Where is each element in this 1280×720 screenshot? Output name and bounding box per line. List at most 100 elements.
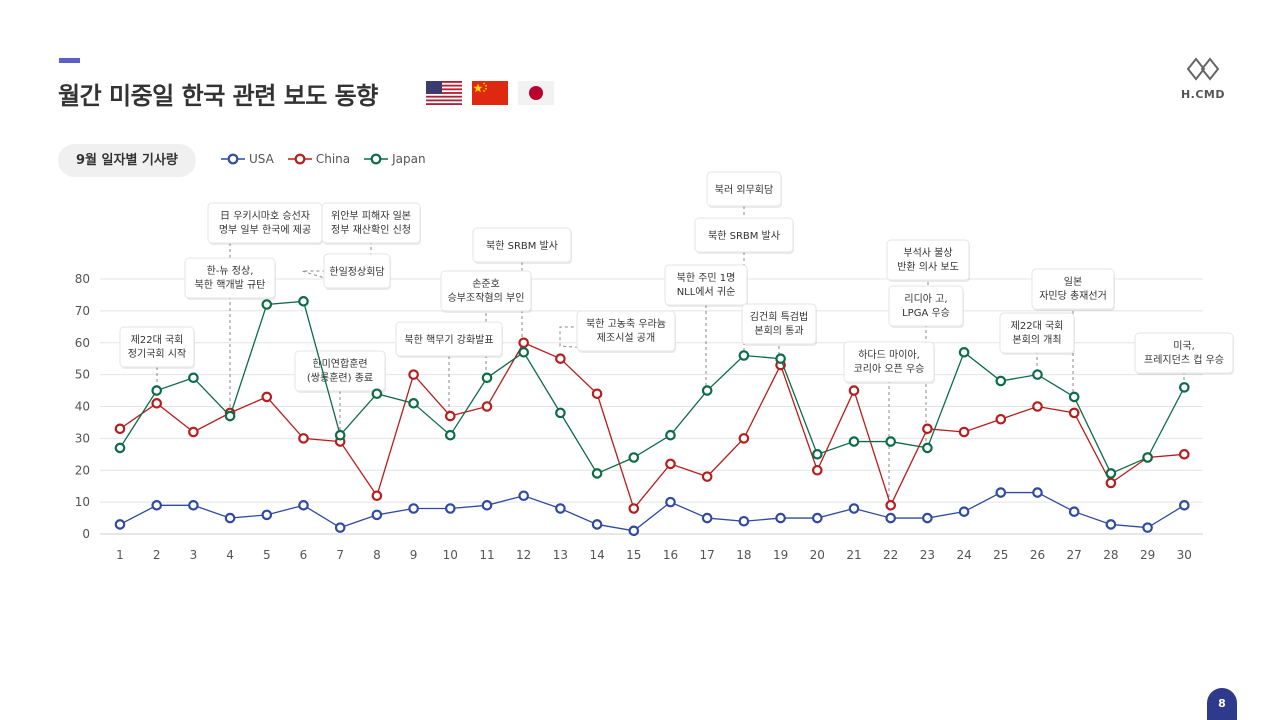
x-tick-label: 17: [700, 548, 715, 562]
annotation-text: 미국,: [1173, 340, 1195, 352]
y-tick-label: 20: [75, 463, 90, 477]
logo-text: H.CMD: [1180, 88, 1226, 101]
data-point-usa: [481, 500, 493, 511]
data-point-japan: [1068, 391, 1080, 403]
data-point-japan: [518, 347, 529, 358]
x-tick-label: 28: [1103, 548, 1118, 562]
annotation-text: NLL에서 귀순: [677, 286, 736, 298]
data-point-japan: [298, 296, 309, 307]
data-point-china: [518, 337, 529, 349]
series-line-china: [119, 341, 1185, 510]
annotation-text: 북러 외무회담: [715, 184, 773, 196]
data-point-usa: [665, 496, 676, 508]
y-tick-label: 60: [75, 336, 90, 350]
annotation-text: 코리아 오픈 우승: [854, 363, 925, 375]
data-point-china: [481, 401, 493, 412]
data-point-china: [1179, 449, 1190, 460]
x-tick-label: 18: [736, 548, 751, 562]
data-point-japan: [848, 436, 860, 447]
data-point-china: [591, 388, 603, 400]
data-point-china: [922, 423, 933, 435]
data-point-china: [811, 464, 823, 476]
annotation-box: [694, 217, 794, 253]
x-tick-label: 30: [1177, 548, 1192, 562]
data-point-china: [261, 391, 273, 403]
annotation-box: [440, 270, 532, 312]
data-point-china: [848, 385, 860, 396]
legend-marker-japan: [364, 153, 389, 165]
annotation-leader-line: [559, 326, 627, 352]
data-point-china: [188, 426, 199, 438]
x-tick-label: 14: [589, 548, 604, 562]
y-tick-label: 80: [75, 272, 90, 286]
annotation-box: [843, 341, 935, 383]
annotation-text: 한일정상회담: [329, 266, 384, 278]
data-point-japan: [188, 372, 199, 384]
annotation-box: [323, 253, 391, 289]
annotation-callout: 한-뉴 정상, 북한 핵개발 규탄: [184, 257, 276, 300]
annotation-callout: 한일정상회담: [323, 253, 391, 290]
data-point-japan: [444, 429, 456, 441]
annotation-callout: 한미연합훈련(쌍룡훈련) 종료: [294, 350, 386, 393]
x-tick-label: 3: [190, 548, 198, 562]
annotation-callout: 북한 주민 1명 NLL에서 귀순: [664, 264, 748, 307]
data-point-china: [1068, 407, 1080, 419]
data-point-china: [408, 369, 419, 380]
data-point-japan: [481, 372, 493, 384]
data-point-japan: [922, 442, 933, 454]
annotation-callout: 리디아 고, LPGA 우승: [888, 285, 964, 328]
data-point-china: [298, 433, 309, 444]
page-title: 월간 미중일 한국 관련 보도 동향: [58, 82, 378, 110]
data-point-china: [738, 433, 750, 444]
legend-label-japan: Japan: [392, 152, 426, 166]
data-point-usa: [188, 500, 199, 511]
data-point-usa: [958, 506, 970, 517]
data-point-usa: [848, 503, 860, 514]
data-point-china: [995, 413, 1007, 425]
data-point-usa: [922, 512, 933, 524]
annotation-text: 日 우키시마호 승선자: [220, 210, 310, 222]
annotation-text: 북한 고농축 우라늄: [586, 318, 666, 330]
annotation-text: 정기국회 시작: [128, 348, 186, 360]
annotation-text: 제22대 국회: [1011, 320, 1064, 332]
x-tick-label: 19: [773, 548, 788, 562]
data-point-usa: [701, 512, 713, 524]
data-point-usa: [775, 512, 786, 524]
data-point-usa: [555, 503, 566, 514]
x-tick-label: 25: [993, 548, 1008, 562]
data-point-china: [628, 503, 640, 514]
annotation-box: [472, 227, 572, 263]
x-tick-label: 2: [153, 548, 161, 562]
annotation-text: 김건희 특검법: [750, 311, 808, 323]
annotation-text: 리디아 고,: [904, 293, 947, 305]
annotation-text: 북한 SRBM 발사: [486, 240, 558, 252]
series-line-japan: [119, 300, 1185, 475]
usa-flag-icon: [426, 81, 462, 105]
x-tick-label: 27: [1067, 548, 1082, 562]
annotation-box: [576, 310, 676, 352]
annotation-callout: 북한 SRBM 발사: [472, 227, 572, 264]
annotation-text: 정부 재산확인 신청: [331, 224, 411, 236]
data-point-japan: [1142, 452, 1153, 463]
y-tick-label: 50: [75, 368, 90, 382]
y-tick-label: 0: [82, 527, 90, 541]
data-point-usa: [1032, 487, 1043, 498]
x-tick-label: 16: [663, 548, 678, 562]
annotation-box: [741, 303, 817, 345]
annotation-box: [184, 257, 276, 299]
data-point-japan: [775, 353, 786, 364]
annotation-text: LPGA 우승: [902, 307, 950, 319]
data-point-china: [665, 458, 676, 470]
data-point-usa: [738, 515, 750, 527]
x-tick-label: 13: [553, 548, 568, 562]
x-tick-label: 26: [1030, 548, 1045, 562]
x-tick-label: 21: [846, 548, 861, 562]
annotation-text: 프레지던츠 컵 우승: [1144, 353, 1224, 366]
annotation-text: 손준호: [472, 278, 500, 290]
annotation-box: [119, 326, 195, 368]
